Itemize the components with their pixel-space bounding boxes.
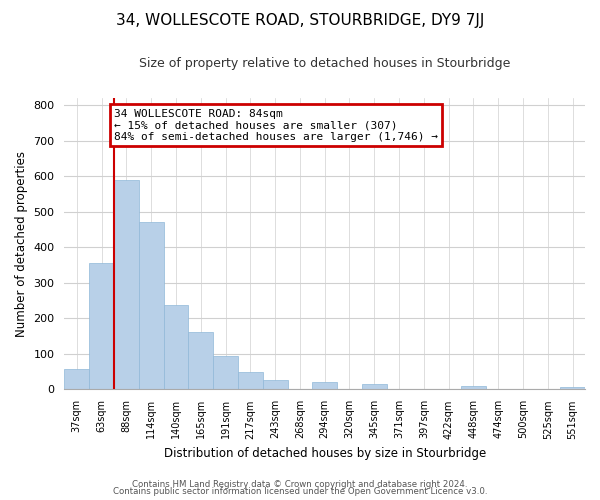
Bar xyxy=(461,386,486,390)
Bar xyxy=(89,262,114,390)
Y-axis label: Number of detached properties: Number of detached properties xyxy=(15,151,28,337)
Bar xyxy=(238,372,263,390)
Bar xyxy=(263,380,287,390)
Title: Size of property relative to detached houses in Stourbridge: Size of property relative to detached ho… xyxy=(139,58,511,70)
Bar xyxy=(139,222,164,390)
Bar xyxy=(188,332,213,390)
Text: 34 WOLLESCOTE ROAD: 84sqm
← 15% of detached houses are smaller (307)
84% of semi: 34 WOLLESCOTE ROAD: 84sqm ← 15% of detac… xyxy=(114,108,438,142)
Bar xyxy=(313,382,337,390)
Bar xyxy=(114,180,139,390)
Bar xyxy=(560,386,585,390)
Bar xyxy=(213,356,238,390)
Text: 34, WOLLESCOTE ROAD, STOURBRIDGE, DY9 7JJ: 34, WOLLESCOTE ROAD, STOURBRIDGE, DY9 7J… xyxy=(116,12,484,28)
Bar xyxy=(64,369,89,390)
Bar xyxy=(362,384,386,390)
Text: Contains public sector information licensed under the Open Government Licence v3: Contains public sector information licen… xyxy=(113,487,487,496)
Bar xyxy=(164,305,188,390)
Text: Contains HM Land Registry data © Crown copyright and database right 2024.: Contains HM Land Registry data © Crown c… xyxy=(132,480,468,489)
X-axis label: Distribution of detached houses by size in Stourbridge: Distribution of detached houses by size … xyxy=(164,447,486,460)
